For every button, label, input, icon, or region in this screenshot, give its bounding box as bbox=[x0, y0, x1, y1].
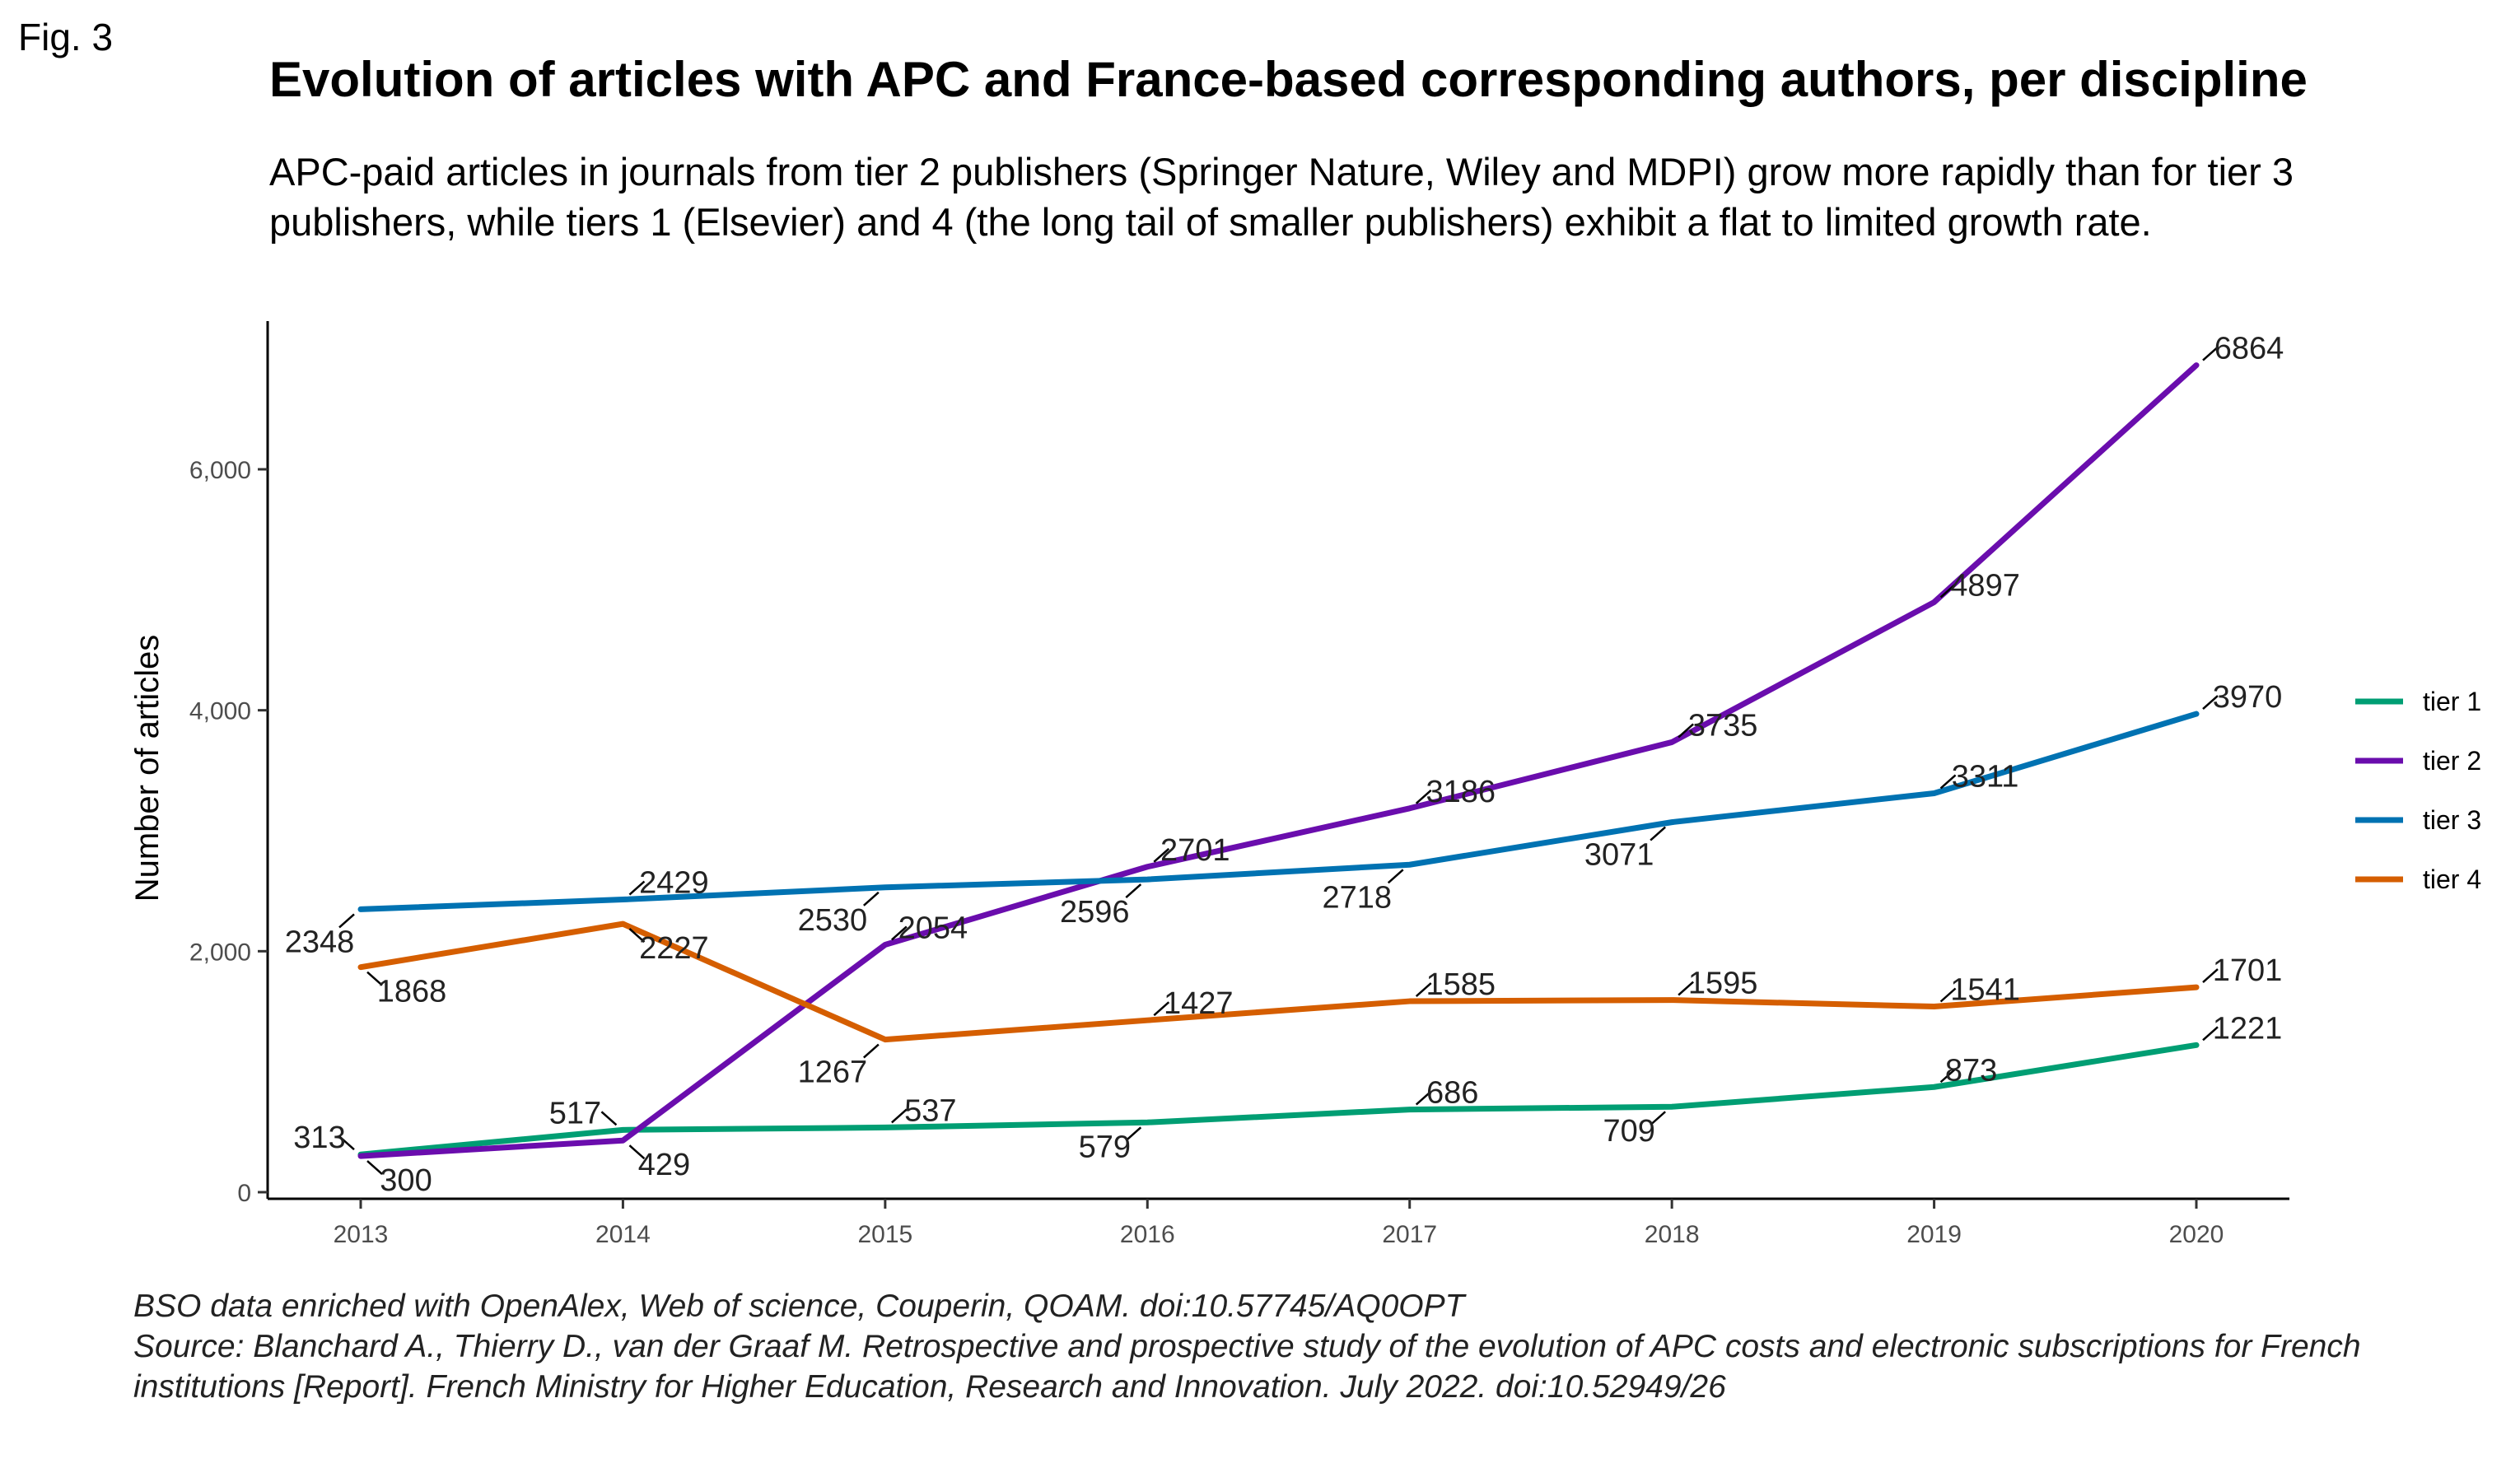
data-label-leader bbox=[863, 1043, 880, 1059]
data-label-leader bbox=[2202, 346, 2219, 361]
data-label-leader bbox=[1415, 1090, 1432, 1106]
data-label-leader bbox=[1939, 987, 1957, 1003]
data-label-leader bbox=[338, 1135, 355, 1151]
data-label-leader bbox=[1415, 982, 1432, 997]
data-label-leader bbox=[366, 971, 383, 986]
x-tick-label: 2017 bbox=[1382, 1221, 1437, 1248]
data-label-tier-1: 579 bbox=[1079, 1130, 1131, 1164]
x-tick-label: 2014 bbox=[595, 1221, 651, 1248]
data-label-tier-4: 2227 bbox=[639, 931, 709, 966]
data-label-tier-4: 1595 bbox=[1688, 967, 1758, 1001]
data-label-leader bbox=[600, 1111, 618, 1126]
data-label-tier-3: 2348 bbox=[285, 925, 355, 959]
data-label-leader bbox=[1650, 1111, 1666, 1126]
data-label-tier-3: 2596 bbox=[1060, 895, 1130, 930]
data-label-tier-2: 6864 bbox=[2214, 332, 2284, 366]
data-label-tier-1: 686 bbox=[1426, 1076, 1478, 1111]
data-label-tier-4: 1585 bbox=[1426, 967, 1496, 1002]
data-label-tier-3: 2718 bbox=[1322, 880, 1392, 915]
series-line-tier-4 bbox=[357, 920, 2200, 1043]
legend-label-tier-4: tier 4 bbox=[2423, 864, 2481, 894]
x-tick-label: 2013 bbox=[334, 1221, 389, 1248]
data-label-leader bbox=[1678, 723, 1694, 739]
caption-data-source: BSO data enriched with OpenAlex, Web of … bbox=[133, 1289, 1465, 1324]
data-label-leader bbox=[628, 880, 646, 896]
caption: BSO data enriched with OpenAlex, Web of … bbox=[133, 1286, 2505, 1407]
data-label-leader bbox=[2202, 968, 2219, 984]
data-label-leader bbox=[891, 925, 908, 941]
data-label-tier-2: 2054 bbox=[898, 911, 968, 945]
data-label-leader bbox=[366, 1160, 383, 1176]
data-label-tier-3: 3071 bbox=[1584, 838, 1654, 873]
data-label-leader bbox=[338, 913, 355, 929]
data-label-tier-1: 537 bbox=[904, 1093, 956, 1128]
data-label-leader bbox=[1939, 774, 1957, 790]
data-label-leader bbox=[1678, 981, 1694, 996]
x-tick-label: 2019 bbox=[1906, 1221, 1962, 1248]
data-label-tier-2: 2701 bbox=[1160, 833, 1230, 868]
x-tick-label: 2018 bbox=[1645, 1221, 1700, 1248]
data-label-tier-2: 300 bbox=[380, 1163, 432, 1198]
data-label-leader bbox=[1153, 847, 1170, 863]
figure-label: Fig. 3 bbox=[18, 16, 114, 58]
legend-label-tier-3: tier 3 bbox=[2423, 805, 2481, 835]
data-label-tier-4: 1868 bbox=[377, 975, 447, 1009]
data-label-tier-3: 2429 bbox=[639, 866, 709, 901]
y-tick-label: 0 bbox=[237, 1180, 251, 1207]
data-label-tier-2: 429 bbox=[638, 1148, 690, 1182]
data-label-leader bbox=[863, 891, 880, 906]
series-line-tier-3 bbox=[357, 711, 2200, 912]
data-label-tier-3: 2530 bbox=[798, 903, 868, 938]
chart-subtitle: APC-paid articles in journals from tier … bbox=[269, 150, 2294, 244]
data-label-leader bbox=[1939, 1068, 1957, 1084]
data-label-leader bbox=[1153, 1001, 1170, 1017]
data-label-tier-1: 873 bbox=[1945, 1053, 1997, 1088]
data-label-tier-1: 517 bbox=[549, 1096, 601, 1130]
caption-source-line-2: institutions [Report]. French Ministry f… bbox=[133, 1369, 1726, 1405]
caption-source-line: Source: Blanchard A., Thierry D., van de… bbox=[133, 1329, 2361, 1364]
data-label-leader bbox=[628, 1144, 646, 1160]
data-label-leader bbox=[1125, 883, 1142, 899]
data-label-tier-3: 3311 bbox=[1952, 759, 2019, 794]
data-label-leader bbox=[2202, 695, 2219, 710]
data-label-tier-4: 1427 bbox=[1164, 986, 1234, 1021]
data-label-leader bbox=[891, 1108, 908, 1124]
data-label-leader bbox=[2202, 1026, 2219, 1042]
data-label-tier-2: 4897 bbox=[1950, 568, 2020, 603]
x-tick-label: 2016 bbox=[1120, 1221, 1175, 1248]
data-label-tier-2: 3186 bbox=[1426, 775, 1496, 809]
data-label-tier-1: 313 bbox=[293, 1121, 345, 1155]
y-axis-label: Number of articles bbox=[129, 635, 166, 902]
data-label-tier-1: 1221 bbox=[2213, 1011, 2283, 1046]
chart-title: Evolution of articles with APC and Franc… bbox=[269, 52, 2308, 107]
legend-label-tier-1: tier 1 bbox=[2423, 687, 2481, 716]
y-tick-label: 4,000 bbox=[189, 698, 251, 725]
data-label-tier-2: 3735 bbox=[1688, 708, 1758, 743]
series-line-tier-2 bbox=[357, 362, 2200, 1159]
data-label-leader bbox=[1125, 1126, 1142, 1142]
data-label-leader bbox=[628, 928, 646, 944]
series-line-tier-1 bbox=[357, 1042, 2200, 1158]
legend-label-tier-2: tier 2 bbox=[2423, 746, 2481, 776]
data-label-leader bbox=[1939, 583, 1957, 599]
x-tick-label: 2020 bbox=[2169, 1221, 2224, 1248]
y-tick-label: 6,000 bbox=[189, 457, 251, 484]
y-tick-label: 2,000 bbox=[189, 939, 251, 966]
data-label-tier-1: 709 bbox=[1603, 1114, 1654, 1149]
data-label-tier-4: 1541 bbox=[1950, 973, 2020, 1008]
data-label-tier-4: 1267 bbox=[798, 1056, 868, 1090]
data-label-leader bbox=[1387, 869, 1404, 884]
data-label-leader bbox=[1415, 789, 1432, 804]
data-label-tier-3: 3970 bbox=[2213, 680, 2283, 715]
data-label-tier-4: 1701 bbox=[2213, 953, 2283, 988]
x-tick-label: 2015 bbox=[857, 1221, 912, 1248]
data-label-leader bbox=[1650, 826, 1666, 841]
